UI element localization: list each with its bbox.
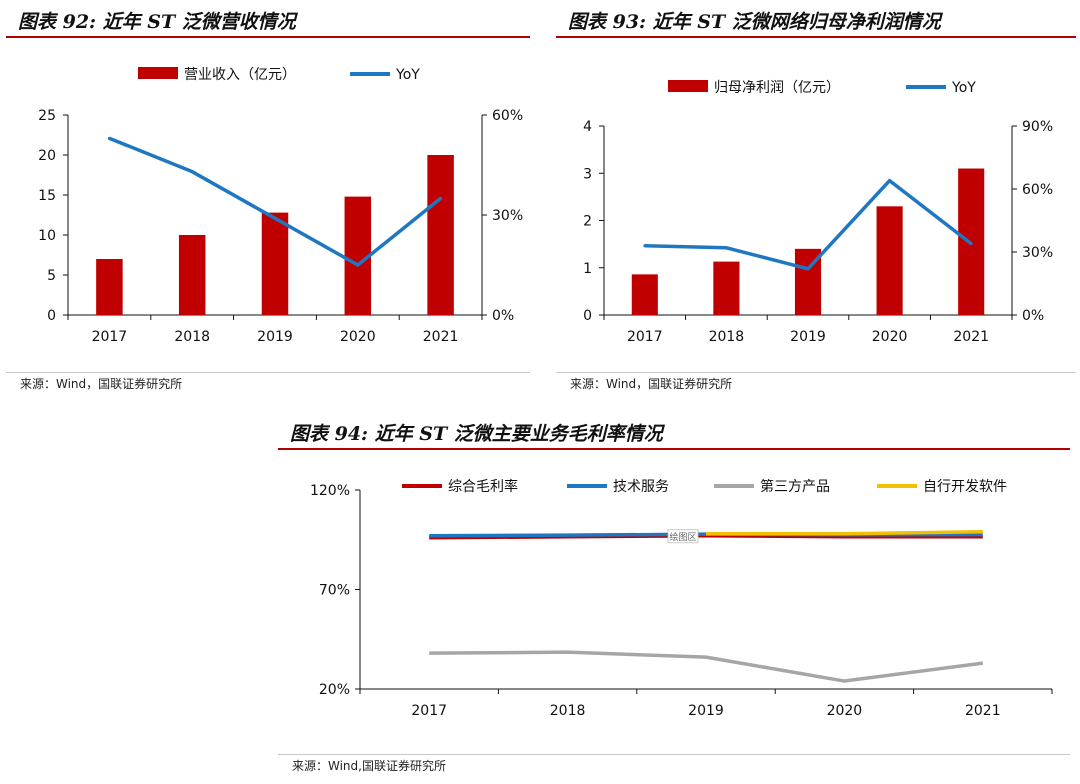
x-tick-label: 2017 — [92, 329, 128, 345]
x-tick-label: 2017 — [627, 329, 663, 345]
chart-94-svg: 20% 70% 120% 2017 2018 2019 2020 2021 绘图区 综合毛利率 技术… — [310, 478, 1053, 719]
x-tick-label: 2021 — [423, 329, 459, 345]
line-point — [806, 267, 810, 271]
bar — [631, 274, 658, 315]
x-tick-label: 2018 — [174, 329, 210, 345]
bar — [261, 212, 289, 315]
y-tick-label-right: 0% — [492, 308, 514, 324]
legend-label: 归母净利润（亿元） — [714, 79, 840, 96]
y-tick-label-left: 4 — [583, 119, 592, 135]
y-tick-label-left: 0 — [47, 308, 56, 324]
legend-label: 技术服务 — [613, 479, 669, 495]
y-tick-label-right: 60% — [492, 108, 523, 124]
legend-label: 综合毛利率 — [448, 478, 518, 495]
series-line — [429, 650, 984, 683]
y-tick-label-left: 5 — [47, 268, 56, 284]
y-tick-label-left: 15 — [38, 188, 56, 204]
chart-source: 来源：Wind，国联证券研究所 — [6, 372, 530, 394]
x-tick-label: 2019 — [790, 329, 826, 345]
legend-label: 第三方产品 — [760, 478, 830, 495]
legend-label: YoY — [395, 67, 420, 83]
bar — [96, 259, 123, 315]
chart-source: 来源：Wind,国联证券研究所 — [278, 754, 1070, 776]
y-tick-label-left: 3 — [583, 166, 592, 182]
chart-panel-93: 图表 93: 近年 ST 泛微网络归母净利润情况 0 1 2 3 4 0% 30% 60% 90… — [556, 6, 1076, 394]
x-tick-label: 2018 — [709, 329, 745, 345]
line-point — [439, 196, 443, 200]
plot-area-tag-box — [667, 529, 699, 544]
y-tick-label: 120% — [310, 483, 350, 499]
x-tick-label: 2021 — [953, 329, 989, 345]
line-point — [190, 170, 194, 174]
chart-title: 图表 92: 近年 ST 泛微营收情况 — [6, 6, 530, 38]
x-tick-label: 2018 — [550, 703, 586, 719]
y-tick-label-left: 10 — [38, 228, 56, 244]
chart-92-svg: 0 5 10 15 20 25 0% 30% 60% 2017 2018 2019 2020 2021 营业… — [38, 67, 523, 345]
chart-source: 来源：Wind，国联证券研究所 — [556, 372, 1076, 394]
line-point — [356, 263, 360, 267]
legend-label: YoY — [951, 80, 976, 96]
x-tick-label: 2021 — [965, 703, 1001, 719]
chart-panel-92: 图表 92: 近年 ST 泛微营收情况 0 5 10 15 20 25 0% 30% 60% 20… — [6, 6, 530, 394]
x-tick-label: 2020 — [340, 329, 376, 345]
line-point — [969, 242, 973, 246]
line-point — [724, 246, 728, 250]
plot-area-tag: 绘图区 — [669, 531, 696, 543]
y-tick-label-left: 0 — [583, 308, 592, 324]
bar — [427, 155, 454, 315]
x-tick-label: 2020 — [872, 329, 908, 345]
x-tick-label: 2017 — [411, 703, 447, 719]
y-tick-label: 20% — [319, 682, 350, 698]
legend-swatch-bar — [138, 67, 178, 79]
x-tick-label: 2019 — [688, 703, 724, 719]
x-tick-label: 2020 — [827, 703, 863, 719]
y-tick-label-right: 30% — [1022, 245, 1053, 261]
y-tick-label-right: 0% — [1022, 308, 1044, 324]
legend-swatch-bar — [668, 80, 708, 92]
line-point — [107, 136, 111, 140]
legend-label: 自行开发软件 — [923, 479, 1007, 495]
y-tick-label-left: 2 — [583, 214, 592, 230]
chart-panel-94: 图表 94: 近年 ST 泛微主要业务毛利率情况 20% 70% 120% 2017 2… — [278, 418, 1070, 780]
chart-93-svg: 0 1 2 3 4 0% 30% 60% 90% 2017 2018 2019 2020 2021 归母净利… — [583, 79, 1053, 345]
y-tick-label-left: 25 — [38, 108, 56, 124]
x-tick-label: 2019 — [257, 329, 293, 345]
chart-title: 图表 94: 近年 ST 泛微主要业务毛利率情况 — [278, 418, 1070, 450]
bar — [178, 235, 206, 315]
y-tick-label-left: 20 — [38, 148, 56, 164]
bar — [876, 206, 903, 315]
line-point — [273, 216, 277, 220]
legend-label: 营业收入（亿元） — [184, 67, 296, 83]
line-point — [643, 244, 647, 248]
series-line — [706, 530, 983, 536]
y-tick-label: 70% — [319, 583, 350, 599]
line-point — [888, 179, 892, 183]
bar — [713, 261, 740, 315]
chart-title: 图表 93: 近年 ST 泛微网络归母净利润情况 — [556, 6, 1076, 38]
y-tick-label-right: 30% — [492, 208, 523, 224]
y-tick-label-left: 1 — [583, 261, 592, 277]
y-tick-label-right: 60% — [1022, 182, 1053, 198]
y-tick-label-right: 90% — [1022, 119, 1053, 135]
